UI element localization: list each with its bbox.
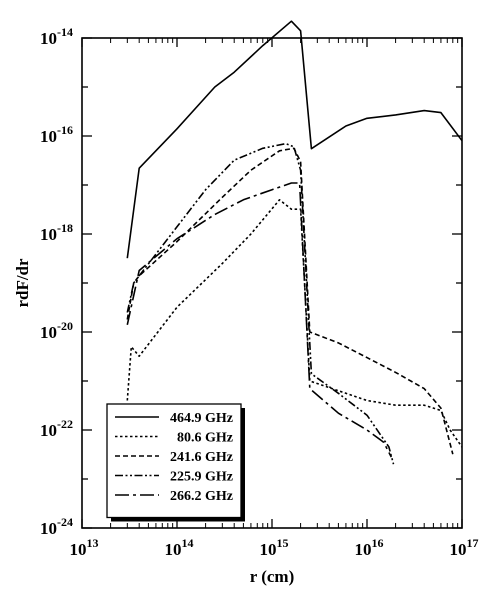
y-tick-label: 10-22	[40, 417, 73, 440]
x-tick-label: 1013	[70, 536, 99, 559]
x-axis-label: r (cm)	[250, 567, 295, 586]
legend-label: 241.6 GHz	[170, 450, 233, 465]
legend: 464.9 GHz 80.6 GHz 241.6 GHz 225.9 GHz 266.2…	[106, 403, 245, 522]
y-tick-label: 10-20	[40, 319, 73, 342]
series-line-3	[126, 142, 395, 465]
x-tick-label: 1015	[260, 536, 289, 559]
x-ticks: 1013 1014 1015 1016 1017	[70, 38, 479, 559]
y-ticks: 10-14 10-16 10-18 10-20 10-22 10-24	[40, 25, 462, 538]
y-tick-label: 10-24	[40, 515, 73, 538]
y-tick-label: 10-14	[40, 25, 73, 48]
plot-lines	[126, 20, 463, 465]
legend-label: 266.2 GHz	[170, 489, 233, 504]
x-tick-label: 1017	[450, 536, 479, 559]
series-line-4	[126, 182, 393, 458]
legend-box	[106, 403, 242, 519]
y-axis-label: rdF/dr	[13, 258, 32, 308]
legend-label: 464.9 GHz	[170, 411, 233, 426]
series-line-0	[126, 20, 463, 259]
x-tick-label: 1014	[165, 536, 194, 559]
y-tick-label: 10-18	[40, 221, 73, 244]
y-tick-label: 10-16	[40, 123, 73, 146]
legend-label: 80.6 GHz	[177, 431, 233, 446]
series-line-1	[126, 199, 463, 448]
series-line-2	[126, 147, 454, 455]
legend-label: 225.9 GHz	[170, 470, 233, 485]
x-tick-label: 1016	[355, 536, 384, 559]
